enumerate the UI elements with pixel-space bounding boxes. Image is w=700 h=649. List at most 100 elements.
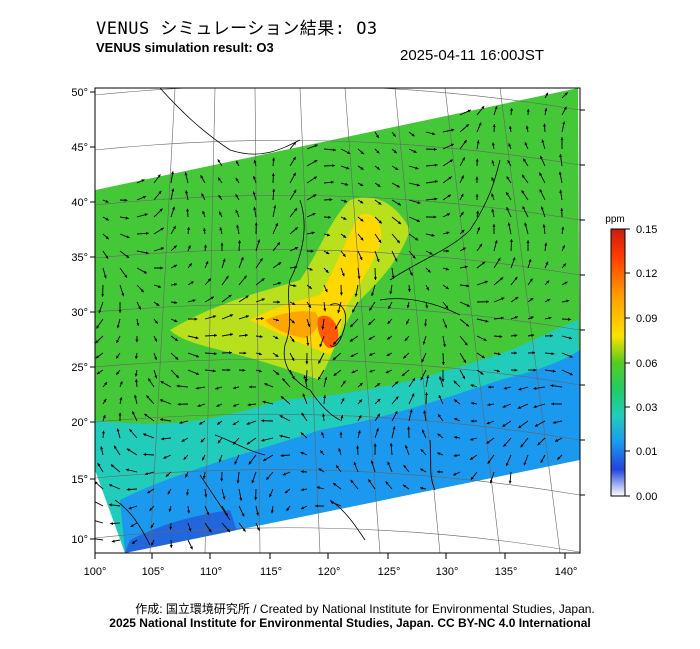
wind-arrowhead (351, 370, 355, 374)
wind-arrowhead (301, 488, 305, 492)
wind-arrowhead (539, 189, 543, 193)
wind-arrowhead (118, 309, 122, 313)
wind-arrowhead (454, 435, 458, 439)
wind-arrowhead (486, 300, 489, 304)
wind-arrowhead (376, 166, 380, 170)
lon-label: 125° (378, 566, 401, 578)
wind-arrowhead (533, 405, 537, 409)
wind-vector-field (95, 92, 574, 550)
wind-arrowhead (387, 461, 391, 465)
wind-arrowhead (552, 420, 556, 424)
wind-arrowhead (273, 205, 277, 209)
wind-arrowhead (293, 141, 297, 145)
wind-arrowhead (269, 493, 272, 498)
wind-arrowhead (476, 210, 480, 214)
wind-arrowhead (248, 461, 252, 465)
wind-arrowhead (517, 406, 521, 409)
wind-arrowhead (305, 361, 309, 365)
wind-arrowhead (187, 245, 191, 249)
wind-vector (95, 520, 104, 524)
wind-arrowhead (179, 420, 183, 424)
wind-arrowhead (259, 258, 263, 262)
wind-arrowhead (453, 380, 457, 384)
wind-arrowhead (154, 356, 157, 360)
wind-arrowhead (492, 124, 496, 128)
wind-arrowhead (234, 461, 238, 465)
wind-arrowhead (124, 274, 128, 278)
wind-arrowhead (325, 269, 329, 273)
wind-arrowhead (212, 315, 217, 319)
wind-arrowhead (475, 194, 479, 197)
wind-arrowhead (342, 253, 346, 257)
wind-arrowhead (293, 284, 297, 288)
wind-arrowhead (233, 403, 237, 407)
wind-arrowhead (569, 354, 573, 358)
wind-arrowhead (225, 513, 228, 517)
wind-arrowhead (359, 382, 363, 386)
wind-arrowhead (359, 399, 363, 403)
wind-arrowhead (235, 194, 239, 198)
wind-arrowhead (409, 272, 413, 276)
wind-arrowhead (100, 446, 104, 450)
wind-arrowhead (526, 240, 530, 244)
graticule (95, 88, 580, 553)
wind-arrowhead (509, 108, 513, 111)
wind-arrowhead (376, 150, 380, 154)
wind-arrowhead (393, 150, 397, 154)
wind-arrowhead (129, 429, 133, 433)
wind-arrowhead (524, 222, 528, 226)
wind-arrowhead (161, 437, 165, 441)
wind-arrowhead (271, 157, 276, 161)
wind-arrowhead (401, 373, 405, 377)
wind-arrowhead (187, 510, 191, 514)
wind-arrowhead (557, 456, 561, 460)
wind-arrowhead (439, 376, 443, 380)
wind-arrowhead (360, 151, 364, 155)
wind-arrowhead (183, 456, 187, 460)
wind-arrowhead (564, 92, 568, 96)
latitude-tick-marks (90, 91, 585, 540)
wind-arrowhead (481, 355, 485, 359)
wind-arrowhead (470, 437, 474, 441)
wind-arrowhead (463, 140, 467, 144)
wind-arrowhead (195, 372, 200, 375)
wind-arrowhead (312, 212, 316, 216)
colorbar-tick: 0.06 (636, 358, 657, 370)
wind-arrowhead (415, 166, 419, 170)
wind-arrowhead (330, 501, 334, 505)
wind-arrowhead (95, 481, 98, 485)
lat-label: 10° (71, 534, 88, 546)
wind-arrowhead (434, 197, 438, 201)
wind-arrowhead (463, 359, 466, 363)
wind-arrowhead (375, 134, 379, 138)
wind-arrowhead (158, 190, 162, 195)
lat-label: 45° (71, 142, 88, 154)
wind-arrowhead (186, 208, 190, 212)
wind-arrowhead (395, 167, 399, 170)
wind-arrowhead (235, 160, 239, 164)
wind-arrowhead (197, 404, 201, 408)
wind-arrowhead (202, 457, 205, 461)
wind-arrowhead (420, 377, 424, 381)
wind-arrowhead (190, 281, 194, 285)
wind-arrowhead (172, 206, 175, 210)
wind-arrowhead (470, 456, 474, 460)
wind-arrowhead (436, 470, 440, 474)
wind-arrowhead (501, 297, 505, 301)
wind-arrowhead (202, 211, 206, 215)
wind-arrowhead (134, 355, 139, 359)
wind-arrowhead (544, 108, 548, 112)
wind-arrowhead (461, 229, 465, 233)
wind-arrowhead (416, 183, 420, 187)
wind-arrowhead (160, 227, 164, 231)
wind-arrowhead (277, 262, 282, 266)
wind-arrowhead (561, 226, 565, 230)
wind-arrowhead (453, 472, 457, 476)
wind-arrowhead (293, 189, 297, 193)
wind-arrowhead (318, 376, 321, 380)
wind-arrowhead (321, 413, 326, 417)
wind-arrowhead (280, 396, 285, 400)
wind-arrowhead (159, 418, 163, 422)
wind-arrowhead (253, 175, 256, 180)
wind-arrowhead (533, 386, 537, 390)
